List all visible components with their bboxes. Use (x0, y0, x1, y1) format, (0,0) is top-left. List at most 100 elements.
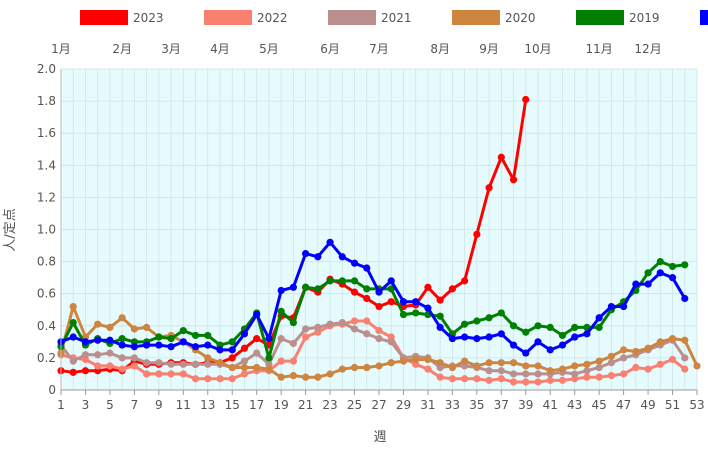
data-point-2023 (461, 277, 469, 285)
data-point-2020 (228, 363, 236, 372)
data-point-2020 (253, 363, 261, 372)
data-point-2022 (130, 362, 138, 370)
month-label: 9月 (479, 42, 499, 56)
data-point-2018 (314, 253, 322, 261)
data-point-2019 (534, 322, 542, 330)
data-point-2022 (424, 365, 432, 373)
series-2019 (57, 258, 689, 362)
data-point-2021 (106, 349, 114, 357)
data-point-2022 (620, 370, 628, 378)
data-point-2018 (436, 323, 444, 332)
data-point-2019 (412, 309, 420, 317)
data-point-2020 (375, 362, 383, 370)
month-label: 11月 (586, 42, 613, 56)
data-point-2018 (399, 298, 408, 306)
data-point-2022 (448, 375, 456, 383)
data-point-2022 (106, 362, 114, 370)
data-point-2020 (620, 346, 628, 354)
data-point-2018 (69, 333, 77, 341)
data-point-2019 (485, 314, 493, 322)
x-tick-label: 11 (176, 398, 191, 412)
data-point-2021 (338, 318, 346, 327)
data-point-2022 (143, 370, 151, 378)
data-point-2020 (607, 352, 615, 360)
month-label: 5月 (259, 42, 279, 56)
data-point-2020 (473, 362, 481, 370)
x-tick-label: 45 (592, 398, 607, 412)
data-point-2018 (363, 264, 371, 272)
data-point-2020 (302, 373, 310, 381)
data-point-2018 (338, 253, 346, 261)
data-point-2022 (289, 357, 297, 365)
data-point-2018 (118, 341, 126, 349)
data-point-2020 (399, 357, 408, 365)
data-point-2019 (558, 331, 567, 340)
data-point-2021 (375, 335, 383, 343)
legend-swatch-2020 (452, 10, 500, 25)
data-point-2020 (583, 360, 591, 368)
legend-swatch-2019 (576, 10, 624, 25)
data-point-2018 (94, 336, 102, 344)
data-point-2019 (338, 277, 346, 285)
data-point-2019 (350, 277, 359, 285)
y-tick-label: 1.0 (37, 223, 56, 237)
data-point-2018 (656, 269, 664, 277)
data-point-2018 (583, 330, 591, 338)
y-tick-label: 1.6 (37, 126, 56, 140)
y-tick-label: 2.0 (37, 62, 56, 76)
data-point-2020 (412, 355, 420, 364)
x-tick-label: 15 (225, 398, 240, 412)
data-point-2019 (644, 269, 652, 277)
data-point-2022 (485, 376, 493, 384)
data-point-2021 (326, 320, 334, 328)
data-point-2019 (436, 312, 444, 320)
data-point-2021 (314, 323, 322, 332)
data-point-2019 (228, 338, 236, 346)
data-point-2020 (668, 335, 677, 343)
data-point-2023 (509, 176, 518, 184)
data-point-2019 (668, 262, 677, 271)
y-tick-label: 1.4 (37, 158, 56, 172)
data-point-2019 (118, 335, 126, 343)
data-point-2021 (253, 349, 261, 357)
data-point-2019 (387, 285, 395, 293)
data-point-2018 (375, 288, 383, 296)
data-point-2020 (204, 354, 212, 362)
x-tick-label: 39 (518, 398, 533, 412)
y-axis-label: 人/定点 (3, 208, 18, 251)
data-point-2018 (620, 302, 628, 311)
data-point-2018 (228, 346, 236, 354)
data-point-2023 (473, 230, 481, 238)
data-point-2018 (571, 333, 579, 341)
data-point-2022 (350, 317, 359, 325)
x-tick-label: 29 (396, 398, 411, 412)
data-point-2020 (522, 362, 530, 370)
series-2018 (57, 238, 689, 357)
data-point-2022 (607, 371, 615, 380)
data-point-2020 (693, 362, 701, 370)
data-point-2021 (387, 338, 395, 346)
data-point-2022 (681, 365, 689, 373)
data-point-2022 (204, 375, 212, 383)
data-point-2020 (69, 302, 77, 311)
x-tick-label: 51 (665, 398, 680, 412)
data-point-2018 (558, 341, 567, 349)
data-point-2018 (130, 343, 138, 351)
data-point-2020 (656, 338, 664, 346)
data-point-2021 (607, 359, 615, 367)
data-point-2021 (522, 370, 530, 378)
data-point-2018 (681, 294, 689, 303)
data-point-2022 (240, 370, 249, 378)
data-point-2022 (497, 375, 505, 383)
data-point-2023 (497, 153, 505, 161)
data-point-2021 (571, 370, 579, 378)
data-point-2021 (620, 354, 628, 362)
month-label: 1月 (51, 42, 71, 56)
data-point-2022 (436, 373, 444, 381)
data-point-2018 (326, 238, 334, 246)
data-point-2018 (509, 341, 518, 349)
series-line-2019 (59, 260, 685, 360)
data-point-2021 (94, 351, 102, 359)
x-tick-label: 41 (543, 398, 558, 412)
data-point-2018 (461, 333, 469, 341)
